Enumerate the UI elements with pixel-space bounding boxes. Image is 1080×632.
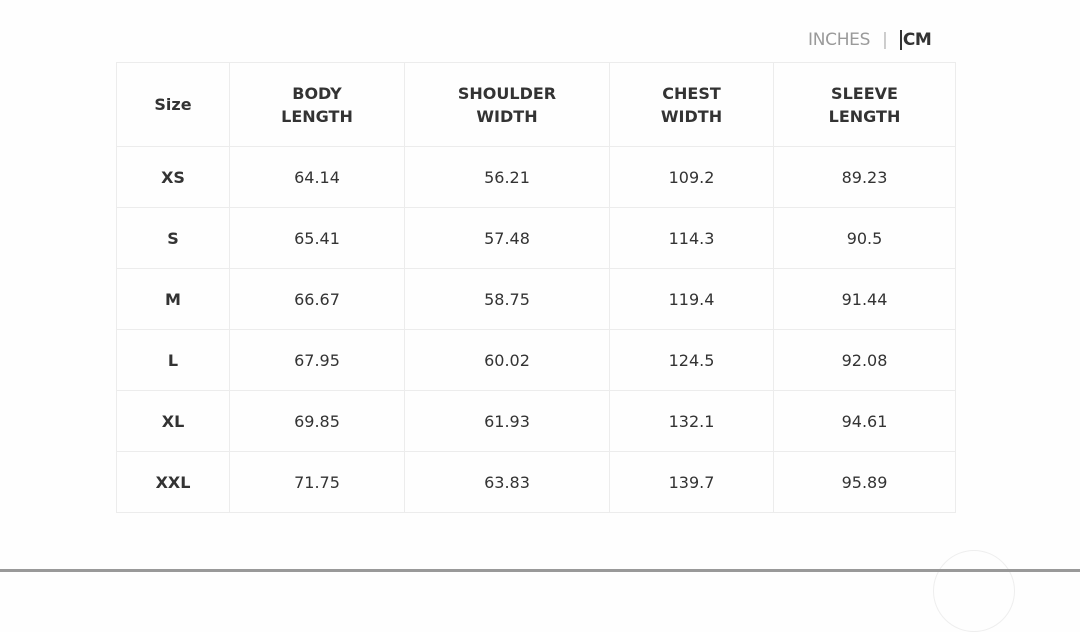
- table-row: M 66.67 58.75 119.4 91.44: [116, 268, 956, 330]
- table-row: L 67.95 60.02 124.5 92.08: [116, 329, 956, 391]
- column-header: SLEEVE LENGTH: [773, 62, 956, 147]
- measurement-cell: 124.5: [609, 329, 774, 391]
- measurement-cell: 109.2: [609, 146, 774, 208]
- table-row: S 65.41 57.48 114.3 90.5: [116, 207, 956, 269]
- measurement-cell: 114.3: [609, 207, 774, 269]
- measurement-cell: 90.5: [773, 207, 956, 269]
- column-header: CHEST WIDTH: [609, 62, 774, 147]
- size-cell: L: [116, 329, 230, 391]
- size-cell: XL: [116, 390, 230, 452]
- size-cell: S: [116, 207, 230, 269]
- size-cell: M: [116, 268, 230, 330]
- bottom-divider: [0, 569, 1080, 572]
- column-header: Size: [116, 62, 230, 147]
- unit-inches-button[interactable]: INCHES: [808, 30, 871, 50]
- measurement-cell: 119.4: [609, 268, 774, 330]
- measurement-cell: 132.1: [609, 390, 774, 452]
- measurement-cell: 63.83: [404, 451, 610, 513]
- table-row: XL 69.85 61.93 132.1 94.61: [116, 390, 956, 452]
- column-header: SHOULDER WIDTH: [404, 62, 610, 147]
- table-header-row: Size BODY LENGTH SHOULDER WIDTH CHEST WIDTH…: [116, 62, 956, 147]
- measurement-cell: 60.02: [404, 329, 610, 391]
- table-row: XS 64.14 56.21 109.2 89.23: [116, 146, 956, 208]
- measurement-cell: 67.95: [229, 329, 405, 391]
- column-header: BODY LENGTH: [229, 62, 405, 147]
- measurement-cell: 65.41: [229, 207, 405, 269]
- size-cell: XXL: [116, 451, 230, 513]
- measurement-cell: 71.75: [229, 451, 405, 513]
- measurement-cell: 66.67: [229, 268, 405, 330]
- measurement-cell: 57.48: [404, 207, 610, 269]
- unit-separator: |: [882, 30, 888, 50]
- measurement-cell: 95.89: [773, 451, 956, 513]
- unit-toggle: INCHES | CM: [808, 30, 932, 50]
- measurement-cell: 61.93: [404, 390, 610, 452]
- measurement-cell: 91.44: [773, 268, 956, 330]
- measurement-cell: 89.23: [773, 146, 956, 208]
- measurement-cell: 56.21: [404, 146, 610, 208]
- measurement-cell: 139.7: [609, 451, 774, 513]
- size-cell: XS: [116, 146, 230, 208]
- measurement-cell: 92.08: [773, 329, 956, 391]
- table-row: XXL 71.75 63.83 139.7 95.89: [116, 451, 956, 513]
- size-chart-table: Size BODY LENGTH SHOULDER WIDTH CHEST WIDTH…: [116, 62, 956, 513]
- decorative-circle: [933, 550, 1015, 632]
- measurement-cell: 58.75: [404, 268, 610, 330]
- measurement-cell: 69.85: [229, 390, 405, 452]
- measurement-cell: 94.61: [773, 390, 956, 452]
- unit-cm-button[interactable]: CM: [899, 30, 932, 50]
- measurement-cell: 64.14: [229, 146, 405, 208]
